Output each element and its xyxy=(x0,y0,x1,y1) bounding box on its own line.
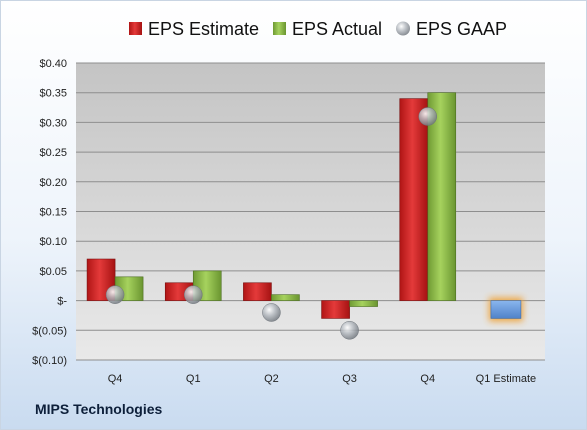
x-tick-label-3: Q3 xyxy=(342,373,357,385)
x-tick-label-0: Q4 xyxy=(108,373,123,385)
y-tick-label-7: $0.05 xyxy=(39,266,67,278)
y-tick-label-0: $0.40 xyxy=(39,58,67,70)
company-name: MIPS Technologies xyxy=(35,401,163,417)
gaap-marker-4 xyxy=(418,107,437,126)
y-axis: $0.40 $0.35 $0.30 $0.25 $0.20 $0.15 $0.10 $0.05… xyxy=(32,58,67,367)
y-tick-label-9: $(0.05) xyxy=(32,325,67,337)
bar-actual-2 xyxy=(271,294,300,301)
gaap-marker-2 xyxy=(262,303,281,322)
x-axis: Q4 Q1 Q2 Q3 Q4 Q1 Estimate xyxy=(108,373,536,385)
legend-label-actual: EPS Actual xyxy=(292,19,382,39)
legend-label-estimate: EPS Estimate xyxy=(148,19,259,39)
legend-label-gaap: EPS GAAP xyxy=(416,19,507,39)
gaap-marker-3 xyxy=(340,321,359,340)
y-tick-label-8: $- xyxy=(57,296,67,308)
bar-projection xyxy=(490,300,522,319)
bar-estimate-4 xyxy=(399,98,429,301)
y-tick-label-10: $(0.10) xyxy=(32,355,67,367)
bar-actual-4 xyxy=(427,92,457,301)
x-tick-label-4: Q4 xyxy=(420,373,435,385)
y-tick-label-5: $0.15 xyxy=(39,207,67,219)
y-tick-label-4: $0.20 xyxy=(39,177,67,189)
x-tick-label-5: Q1 Estimate xyxy=(476,373,537,385)
bar-estimate-3 xyxy=(321,300,350,319)
legend-swatch-estimate xyxy=(129,22,142,35)
legend-swatch-actual xyxy=(273,22,286,35)
chart-legend: EPS Estimate EPS Actual EPS GAAP xyxy=(129,19,507,39)
legend-swatch-gaap xyxy=(396,21,410,36)
bar-estimate-2 xyxy=(243,282,272,301)
gaap-marker-1 xyxy=(184,285,203,304)
y-tick-label-1: $0.35 xyxy=(39,88,67,100)
bar-actual-3 xyxy=(349,300,378,307)
x-tick-label-2: Q2 xyxy=(264,373,279,385)
x-tick-label-1: Q1 xyxy=(186,373,201,385)
y-tick-label-6: $0.10 xyxy=(39,236,67,248)
gaap-markers-layer xyxy=(105,107,437,340)
gridlines xyxy=(76,62,545,361)
y-tick-label-3: $0.25 xyxy=(39,147,67,159)
y-tick-label-2: $0.30 xyxy=(39,117,67,129)
gaap-marker-0 xyxy=(105,285,125,304)
